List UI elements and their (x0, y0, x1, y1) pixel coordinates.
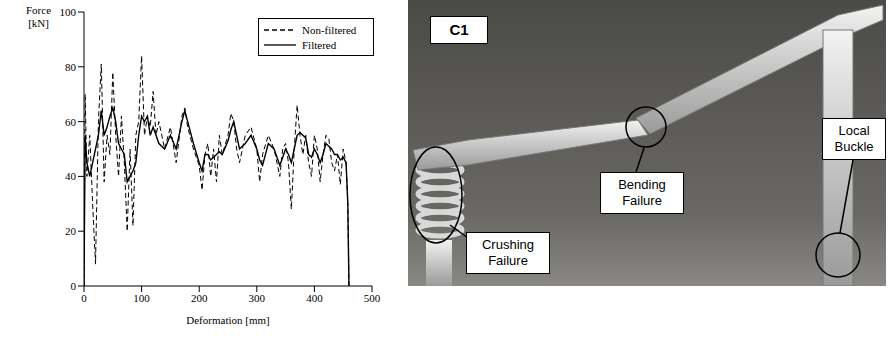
svg-text:100: 100 (60, 6, 77, 18)
html-text:Filtered: Filtered (302, 38, 337, 51)
svg-text:0: 0 (71, 280, 77, 292)
html-text:Force: Force (26, 4, 51, 16)
svg-text:80: 80 (65, 61, 77, 73)
svg-text:60: 60 (65, 116, 77, 128)
html-text:Failure: Failure (488, 253, 528, 268)
html-text:[kN]: [kN] (28, 17, 49, 29)
svg-text:Deformation [mm]: Deformation [mm] (186, 314, 269, 326)
html-text:Failure: Failure (622, 193, 662, 208)
svg-text:40: 40 (65, 170, 77, 182)
html-text:Bending: Bending (618, 177, 666, 192)
html-text:Crushing: Crushing (482, 237, 534, 252)
svg-text:200: 200 (191, 292, 208, 304)
html-text:Non-filtered: Non-filtered (302, 23, 357, 36)
svg-text:500: 500 (364, 292, 381, 304)
html-text:C1: C1 (449, 21, 469, 38)
svg-text:0: 0 (81, 292, 87, 304)
html-text:Local: Local (838, 123, 870, 138)
svg-text:20: 20 (65, 225, 77, 237)
svg-text:100: 100 (133, 292, 150, 304)
html-text:Buckle: Buckle (834, 139, 874, 154)
svg-text:300: 300 (249, 292, 266, 304)
svg-text:400: 400 (306, 292, 323, 304)
